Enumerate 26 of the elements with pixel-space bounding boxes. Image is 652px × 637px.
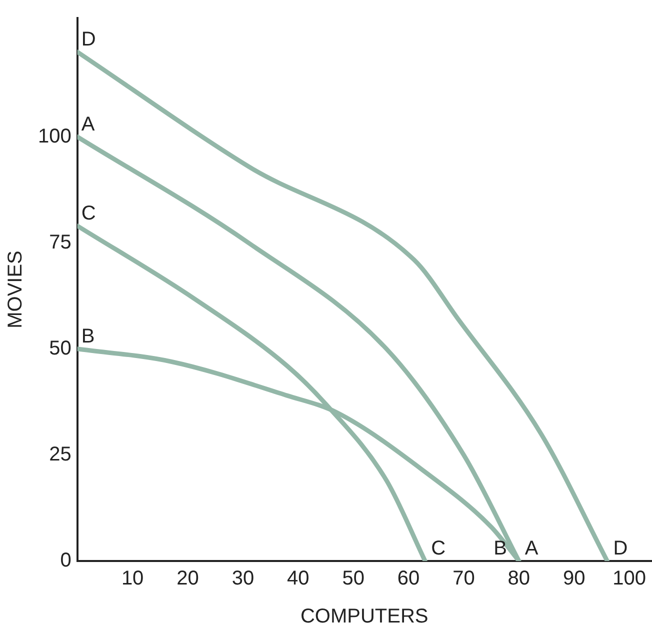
y-tick-label: 25: [49, 443, 72, 466]
series-label: D: [81, 28, 96, 50]
text: B: [81, 325, 95, 348]
y-tick-label: 100: [38, 125, 72, 148]
y-axis-title: MOVIES: [4, 250, 27, 328]
y-tick-label: 50: [49, 337, 72, 360]
line-series: [77, 50, 610, 561]
series-label: B: [494, 538, 507, 560]
x-tick-label: 50: [342, 568, 364, 590]
y-tick-label: 75: [49, 231, 72, 254]
x-tick-label: 20: [176, 568, 199, 590]
series-label: A: [81, 113, 96, 136]
text: C: [431, 538, 446, 560]
text: A: [524, 538, 538, 560]
x-tick-label: 30: [232, 568, 254, 590]
y-tick-label: 0: [60, 550, 72, 572]
x-tick-label: 100: [612, 568, 646, 590]
series-label: C: [81, 202, 96, 224]
x-tick-label: 80: [508, 568, 530, 590]
x-tick-label: 90: [562, 568, 586, 590]
x-axis-title: COMPUTERS: [300, 606, 428, 628]
x-tick-label: 40: [287, 568, 310, 590]
x-tick-label: 10: [121, 568, 144, 590]
x-tick-label: 70: [452, 568, 475, 590]
x-tick-label: 60: [397, 568, 420, 590]
text: D: [613, 538, 628, 560]
